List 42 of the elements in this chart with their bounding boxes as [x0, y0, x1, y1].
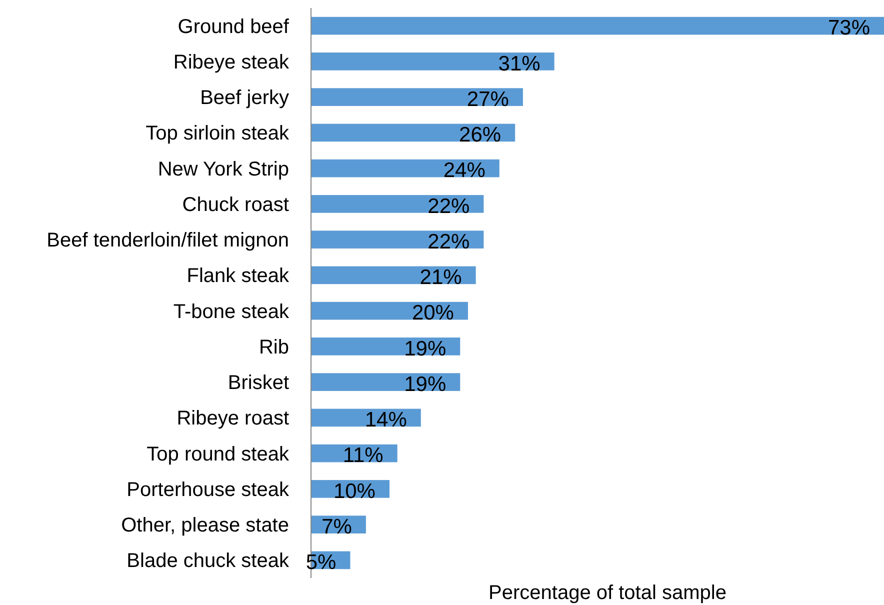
data-label: 21%	[420, 266, 462, 290]
data-label: 26%	[459, 124, 502, 147]
y-tick-label: Blade chuck steak	[126, 550, 290, 572]
y-tick-label: T-bone steak	[173, 300, 290, 323]
data-label: 31%	[498, 52, 540, 76]
data-label: 22%	[428, 230, 470, 254]
y-tick-label: Top round steak	[146, 443, 290, 466]
data-label: 73%	[828, 16, 870, 40]
bar	[311, 373, 460, 391]
y-tick-label: Chuck roast	[182, 194, 290, 216]
y-tick-label: Porterhouse steak	[126, 478, 290, 501]
bar	[311, 16, 884, 35]
y-tick-label: Ribeye roast	[176, 408, 290, 430]
x-axis-title: Percentage of total sample	[488, 582, 726, 604]
data-label: 19%	[404, 337, 446, 360]
bar	[311, 338, 460, 356]
y-tick-label: Top sirloin steak	[146, 122, 290, 145]
bar	[311, 230, 484, 248]
y-tick-label: Flank steak	[186, 265, 290, 288]
data-label: 19%	[404, 372, 446, 396]
bar	[311, 159, 500, 178]
data-label: 10%	[333, 480, 376, 503]
y-tick-label: Ground beef	[178, 16, 290, 38]
bar	[311, 52, 554, 70]
data-label: 27%	[466, 88, 509, 111]
data-label: 11%	[342, 444, 384, 468]
y-tick-label: Beef jerky	[200, 87, 289, 110]
y-tick-label: Rib	[258, 336, 289, 358]
y-tick-label: Ribeye steak	[173, 51, 290, 74]
bar	[311, 124, 516, 142]
bar	[311, 88, 523, 106]
y-tick-label: Brisket	[228, 372, 290, 394]
data-label: 20%	[412, 302, 454, 325]
bar	[311, 266, 476, 284]
data-label: 22%	[428, 194, 470, 218]
y-tick-label: New York Strip	[158, 158, 289, 180]
data-label: 24%	[443, 159, 486, 182]
bar	[311, 195, 484, 213]
y-tick-label: Beef tenderloin/filet mignon	[46, 230, 289, 252]
data-label: 7%	[322, 515, 352, 538]
y-tick-label: Other, please state	[121, 514, 289, 537]
data-label: 14%	[364, 408, 407, 432]
